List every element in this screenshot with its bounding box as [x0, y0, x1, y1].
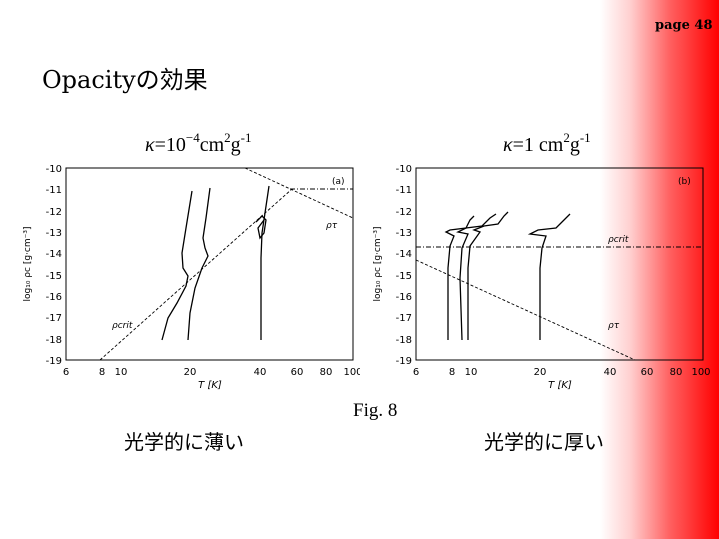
y-tick: -10 [396, 164, 412, 175]
y-tick: -19 [46, 356, 62, 367]
y-tick: -12 [396, 207, 412, 218]
y-tick: -11 [396, 185, 412, 196]
figure-label: Fig. 8 [353, 400, 398, 421]
kappa-base: 10 [165, 134, 186, 156]
unit-cm: cm [199, 134, 225, 156]
left-caption: 光学的に薄い [124, 430, 244, 454]
x-tick: 8 [99, 367, 105, 378]
unit-cm-exp: 2 [224, 130, 231, 145]
y-tick: -17 [396, 313, 412, 324]
y-tick-labels: -10 -11 -12 -13 -14 -15 -16 -17 -18 -19 [396, 164, 412, 367]
x-tick: 6 [63, 367, 69, 378]
x-tick: 6 [413, 367, 419, 378]
y-tick: -14 [46, 249, 62, 260]
x-tick: 60 [641, 367, 654, 378]
kappa-symbol: κ [145, 134, 155, 156]
y-tick: -15 [396, 271, 412, 282]
right-caption: 光学的に厚い [484, 430, 604, 454]
evolution-track [187, 187, 211, 341]
x-tick: 100 [691, 367, 710, 378]
x-tick-labels: 6 8 10 20 40 60 80 100 [413, 367, 711, 378]
left-kappa-formula: κ=10−4cm2g-1 [145, 130, 252, 157]
x-tick: 20 [534, 367, 547, 378]
rho-crit-label: ρcrit [608, 235, 629, 245]
plot-frame [65, 167, 354, 361]
x-tick: 8 [449, 367, 455, 378]
x-tick-labels: 6 8 10 20 40 60 80 100 [63, 367, 360, 378]
panel-label: (a) [332, 177, 345, 187]
y-tick: -12 [46, 207, 62, 218]
unit-g-exp: -1 [240, 130, 252, 145]
rho-tau-label: ρτ [608, 321, 620, 331]
x-tick: 10 [115, 367, 128, 378]
unit-cm-exp: 2 [563, 130, 570, 145]
y-tick: -18 [46, 335, 62, 346]
y-axis-label: log₁₀ ρc [g·cm⁻³] [23, 227, 33, 302]
rho-tau-line [415, 259, 636, 361]
rho-crit-line [99, 188, 293, 361]
evolution-track [260, 185, 270, 340]
y-tick: -14 [396, 249, 412, 260]
y-tick: -18 [396, 335, 412, 346]
evolution-track-loop [255, 215, 267, 240]
x-tick: 40 [604, 367, 617, 378]
equals: = [512, 134, 524, 156]
x-tick: 80 [320, 367, 333, 378]
page-number: page 48 [655, 18, 713, 33]
evolution-track [161, 190, 193, 341]
y-tick: -16 [396, 292, 412, 303]
x-tick: 10 [465, 367, 478, 378]
equals: = [154, 134, 166, 156]
y-tick: -19 [396, 356, 412, 367]
panel-label: (b) [678, 177, 691, 187]
y-tick: -10 [46, 164, 62, 175]
kappa-base: 1 [523, 134, 534, 156]
y-tick: -15 [46, 271, 62, 282]
kappa-exponent: −4 [185, 130, 200, 145]
kappa-symbol: κ [503, 134, 513, 156]
y-tick: -17 [46, 313, 62, 324]
rho-tau-line [244, 167, 354, 219]
unit-g: g [230, 134, 241, 156]
x-tick: 60 [291, 367, 304, 378]
x-axis-label: T [K] [548, 380, 572, 391]
y-axis-label: log₁₀ ρc [g·cm⁻³] [373, 227, 383, 302]
rho-tau-label: ρτ [326, 221, 338, 231]
right-kappa-formula: κ=1 cm2g-1 [503, 130, 591, 157]
evolution-track [444, 215, 475, 340]
left-plot: -10 -11 -12 -13 -14 -15 -16 -17 -18 -19 … [23, 164, 360, 391]
x-axis-label: T [K] [198, 380, 222, 391]
evolution-track [467, 211, 509, 340]
y-tick: -11 [46, 185, 62, 196]
rho-crit-label: ρcrit [112, 321, 133, 331]
x-tick: 100 [343, 367, 360, 378]
x-tick: 40 [254, 367, 267, 378]
y-tick: -13 [396, 228, 412, 239]
plot-frame [415, 167, 704, 361]
y-tick: -16 [46, 292, 62, 303]
x-tick: 80 [670, 367, 683, 378]
evolution-track [456, 213, 497, 341]
evolution-track [527, 213, 571, 340]
right-plot: -10 -11 -12 -13 -14 -15 -16 -17 -18 -19 … [373, 164, 711, 391]
y-tick-labels: -10 -11 -12 -13 -14 -15 -16 -17 -18 -19 [46, 164, 62, 367]
unit-g: g [569, 134, 580, 156]
y-tick: -13 [46, 228, 62, 239]
unit-cm: cm [538, 134, 564, 156]
x-tick: 20 [184, 367, 197, 378]
unit-g-exp: -1 [579, 130, 591, 145]
slide-title: Opacityの効果 [42, 66, 208, 94]
